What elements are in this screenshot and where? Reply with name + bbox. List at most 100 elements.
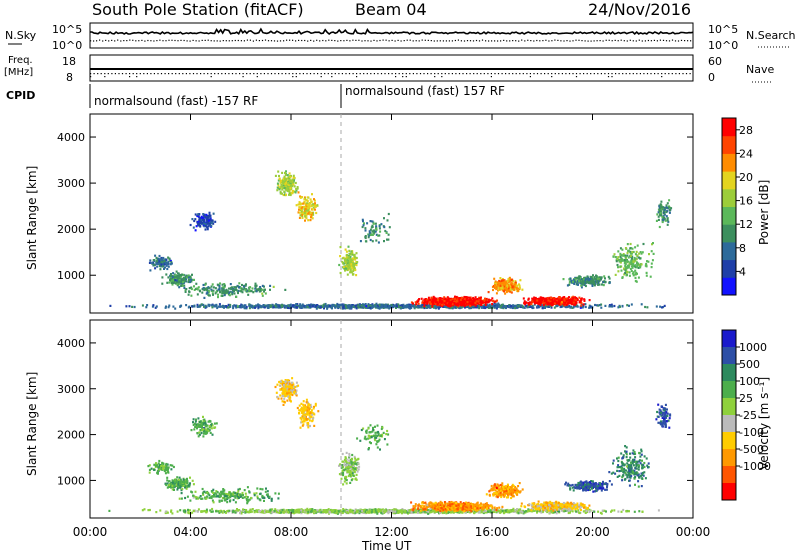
echo-cell (287, 189, 290, 192)
echo-cell (563, 296, 566, 299)
echo-cell (505, 280, 508, 283)
echo-cell (422, 303, 425, 307)
echo-cell (634, 246, 637, 249)
echo-cell (221, 294, 224, 297)
echo-cell (284, 288, 287, 291)
nsearch-point (322, 39, 324, 42)
echo-cell (637, 266, 640, 269)
echo-cell (196, 305, 199, 308)
echo-cell (592, 282, 595, 285)
nsearch-point (171, 39, 173, 41)
echo-cell (214, 287, 217, 290)
echo-cell (196, 222, 199, 225)
nsearch-point (376, 40, 378, 42)
echo-cell (174, 282, 177, 285)
echo-cell (575, 276, 578, 279)
nave-point (313, 73, 315, 75)
echo-cell (578, 296, 581, 299)
echo-cell (665, 206, 668, 209)
echo-cell (422, 301, 425, 304)
echo-cell (195, 287, 198, 290)
echo-cell (365, 305, 368, 308)
echo-cell (596, 281, 599, 284)
echo-cell (365, 240, 368, 243)
echo-cell (244, 284, 247, 287)
echo-cell (260, 305, 263, 308)
echo-cell (229, 303, 232, 307)
nave-point (398, 73, 400, 75)
echo-cell (355, 307, 358, 310)
nsearch-point (442, 40, 444, 42)
echo-cell (219, 291, 221, 294)
echo-cell (198, 217, 201, 220)
echo-cell (157, 257, 160, 260)
echo-cell (109, 304, 112, 307)
echo-cell (638, 252, 641, 255)
echo-cell (198, 222, 201, 225)
echo-cell (482, 300, 485, 304)
nsearch-point (690, 40, 692, 42)
echo-cell (305, 199, 308, 202)
nave-point (441, 76, 443, 78)
nsearch-point (662, 39, 665, 41)
echo-cell (293, 185, 296, 188)
echo-cell (314, 202, 316, 205)
echo-cell (221, 289, 224, 292)
echo-cell (345, 250, 348, 253)
nave-point (270, 73, 273, 75)
nsearch-point (427, 39, 429, 41)
nsearch-point (201, 39, 203, 41)
echo-cell (177, 279, 180, 282)
echo-cell (202, 303, 205, 306)
nsearch-point (614, 39, 616, 41)
echo-cell (602, 284, 605, 287)
echo-cell (441, 300, 444, 303)
echo-cell (275, 303, 278, 306)
echo-cell (174, 275, 177, 279)
echo-cell (371, 304, 374, 307)
echo-cell (652, 242, 654, 245)
nsearch-point (192, 39, 194, 41)
echo-cell (632, 271, 635, 274)
echo-cell (261, 284, 264, 287)
echo-cell (388, 307, 391, 310)
echo-cell (215, 290, 218, 294)
echo-cell (640, 252, 643, 255)
echo-cell (254, 282, 257, 285)
echo-cell (580, 284, 583, 287)
echo-cell (510, 278, 513, 281)
nave-point (646, 73, 649, 75)
echo-cell (573, 282, 576, 285)
echo-cell (209, 221, 212, 224)
nsearch-point (412, 40, 414, 42)
nave-point (263, 73, 265, 75)
echo-cell (441, 297, 444, 300)
echo-cell (247, 293, 250, 296)
echo-cell (269, 284, 272, 287)
nsearch-point (264, 39, 267, 41)
echo-cell (208, 294, 211, 297)
echo-cell (300, 208, 303, 211)
echo-cell (469, 304, 472, 307)
echo-cell (578, 280, 581, 283)
echo-cell (668, 211, 671, 214)
nsearch-point (343, 40, 345, 42)
echo-cell (298, 201, 301, 204)
nave-label: Nave (746, 63, 774, 76)
echo-cell (651, 259, 654, 262)
nave-point (416, 73, 418, 75)
echo-cell (375, 239, 378, 242)
nave-point (317, 73, 319, 75)
echo-cell (347, 255, 350, 259)
echo-cell (630, 257, 633, 260)
echo-cell (310, 213, 313, 216)
echo-cell (369, 304, 372, 307)
echo-cell (600, 303, 603, 306)
echo-cell (381, 306, 384, 309)
nave-point (409, 73, 411, 75)
echo-cell (448, 307, 451, 310)
echo-cell (180, 284, 183, 287)
echo-cell (369, 228, 372, 231)
nsearch-point (641, 40, 643, 42)
echo-cell (631, 262, 634, 265)
